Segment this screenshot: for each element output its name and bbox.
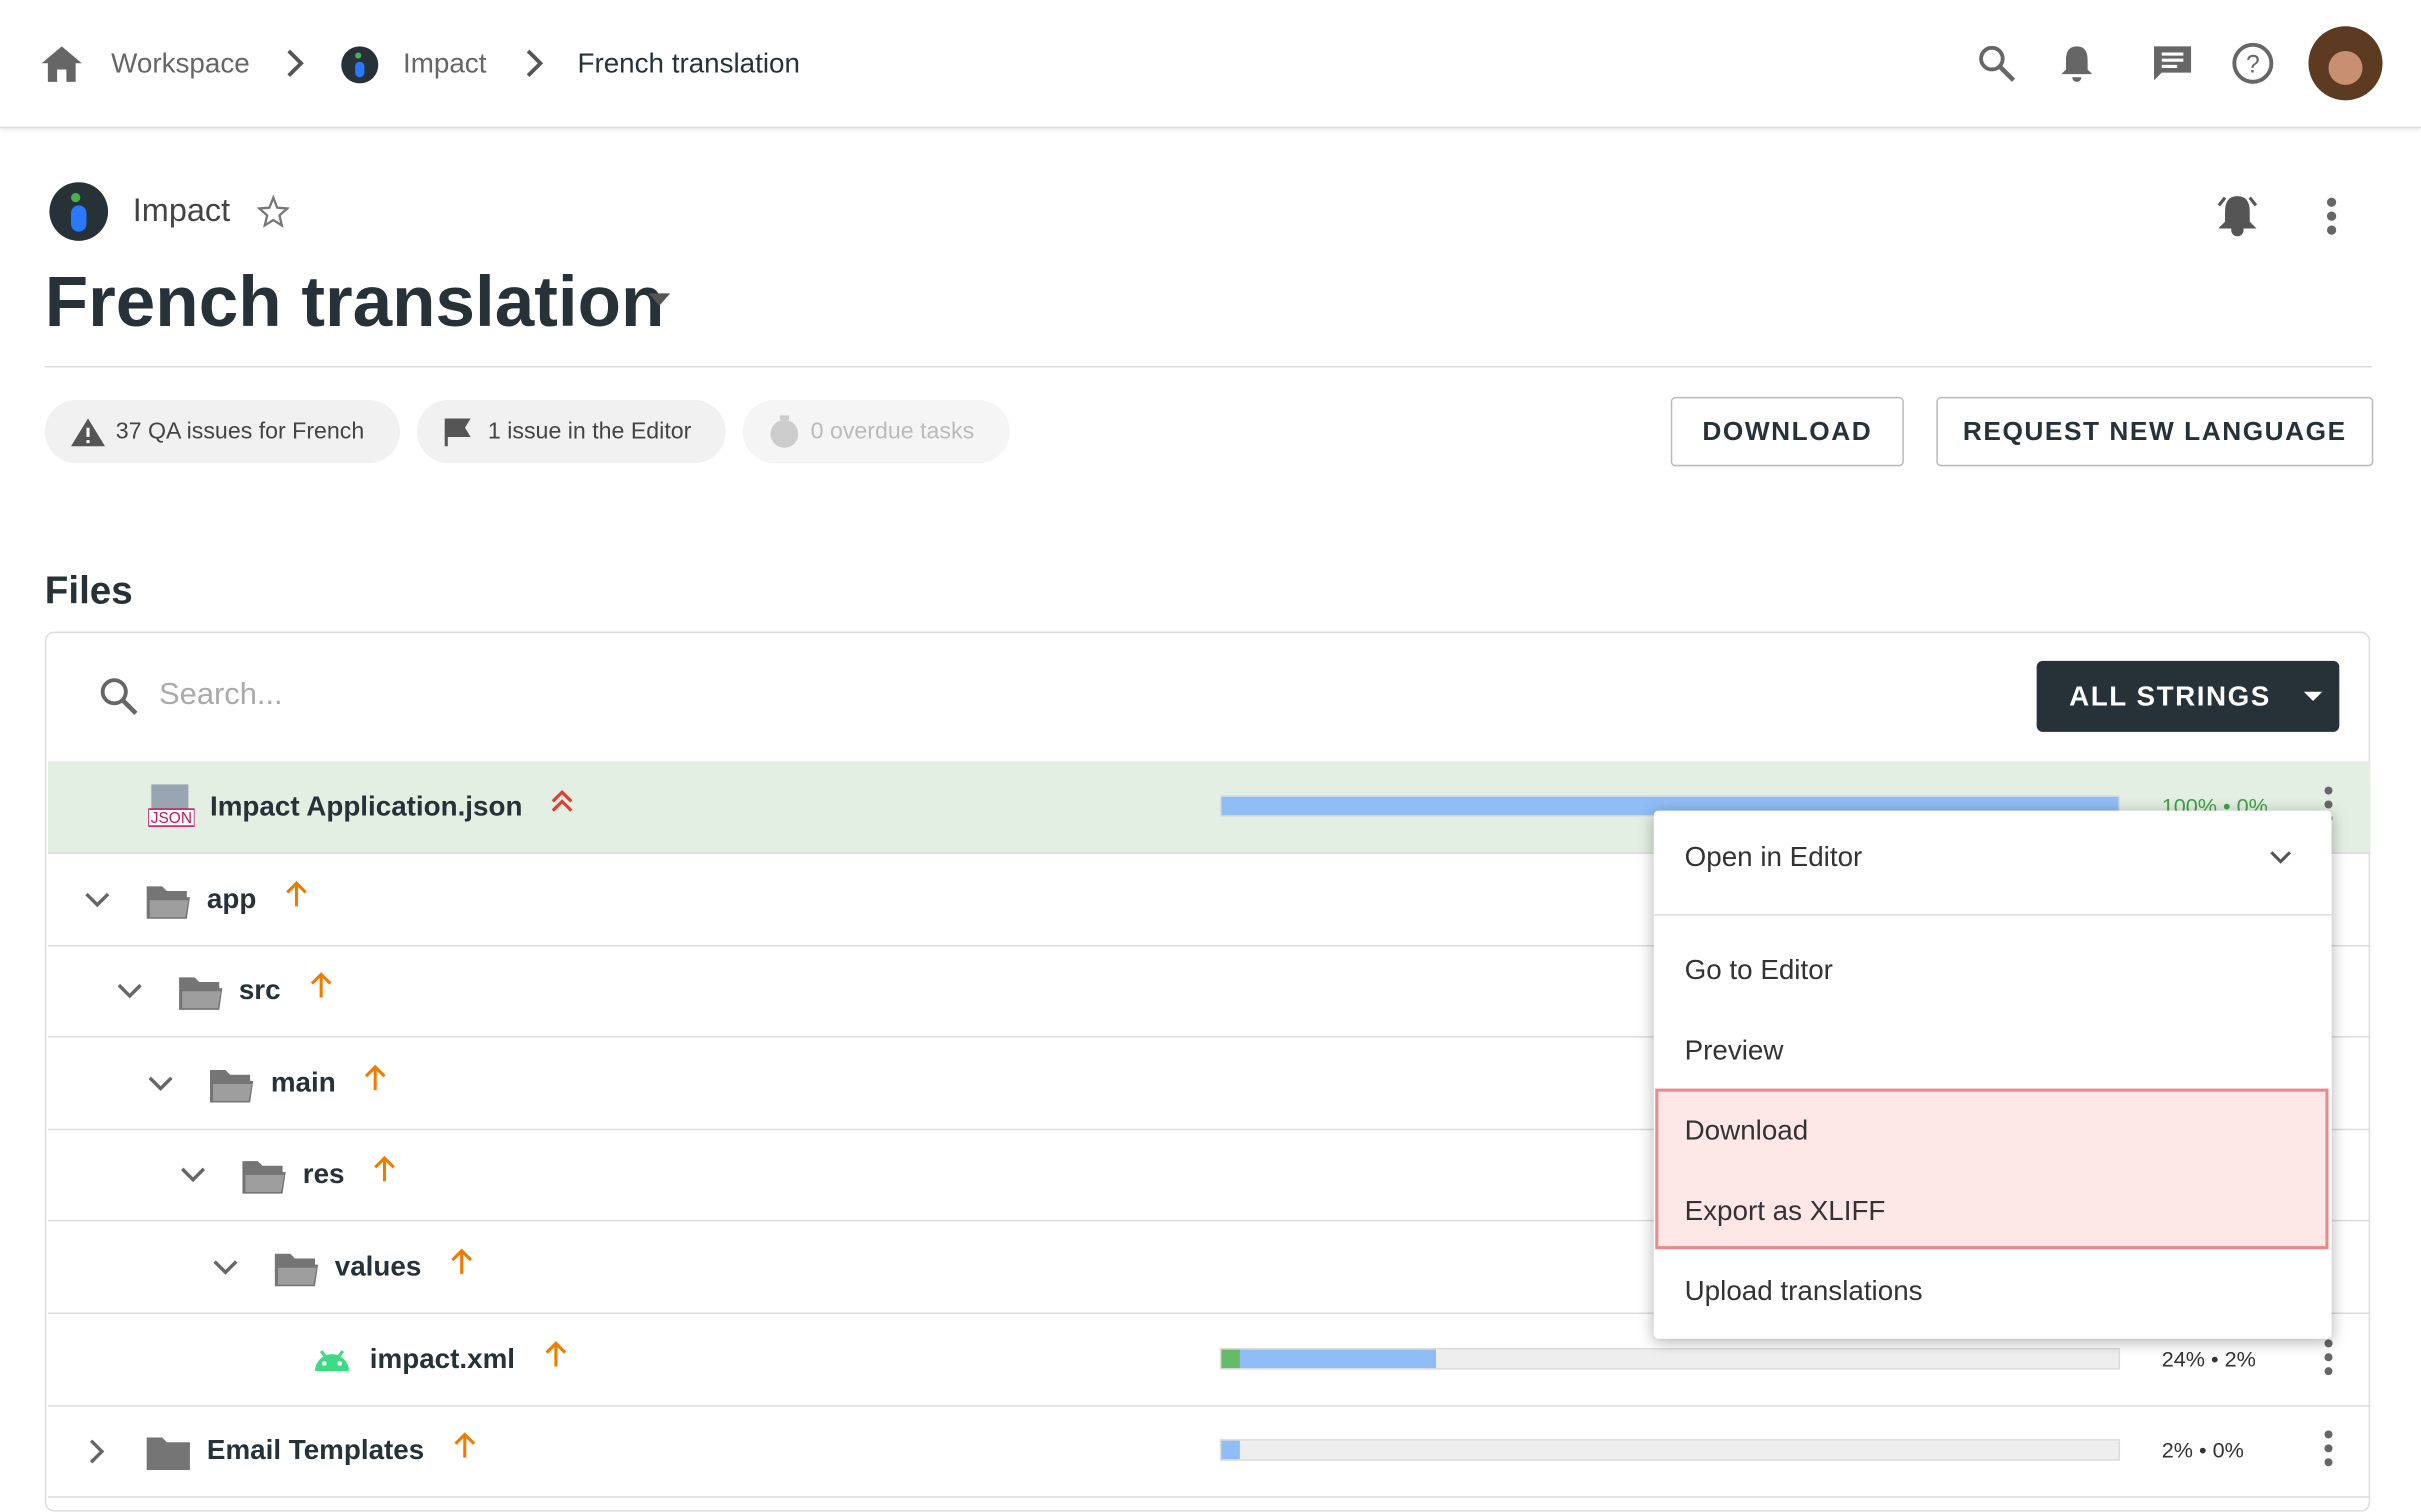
- file-name[interactable]: Impact Application.json: [209, 790, 523, 822]
- alarm-icon[interactable]: [2213, 190, 2262, 239]
- progress-track: [1219, 1347, 2121, 1369]
- avatar[interactable]: [2307, 25, 2384, 102]
- progress-label: 24% • 2%: [2161, 1345, 2256, 1371]
- project-icon: [341, 46, 379, 84]
- chevron-down: [2270, 851, 2291, 864]
- file-icon: [210, 1069, 254, 1103]
- star-icon[interactable]: [256, 194, 290, 229]
- file-row[interactable]: main: [47, 1037, 2371, 1130]
- svg-text:JSON: JSON: [151, 810, 192, 827]
- context-menu: Open in Editor Go to Editor Preview Downlo…: [1653, 810, 2332, 1339]
- file-icon: [274, 1253, 318, 1287]
- breadcrumb[interactable]: French translation: [577, 47, 800, 79]
- priority-icon: [310, 972, 332, 998]
- search-icon[interactable]: [1976, 43, 2016, 83]
- title-dropdown[interactable]: [645, 290, 673, 309]
- collapse-toggle[interactable]: [147, 1070, 175, 1098]
- menu-item[interactable]: Preview: [1684, 1034, 1784, 1066]
- file-icon: [314, 1349, 349, 1371]
- breadcrumb[interactable]: Workspace: [111, 47, 250, 79]
- help-icon[interactable]: ?: [2231, 42, 2274, 85]
- chip-label: 37 QA issues for French: [115, 418, 365, 445]
- translated-bar: [1221, 1440, 1240, 1460]
- file-row[interactable]: Email Templates 2% • 0%: [47, 1405, 2371, 1499]
- chip-label: 1 issue in the Editor: [487, 418, 692, 445]
- file-name[interactable]: main: [270, 1066, 336, 1098]
- expand-toggle[interactable]: [83, 1438, 111, 1466]
- search-input[interactable]: Search...: [159, 677, 283, 712]
- priority-icon: [451, 1248, 473, 1274]
- file-name[interactable]: values: [334, 1250, 422, 1282]
- menu-item[interactable]: Export as XLIFF: [1684, 1195, 1886, 1227]
- chat-icon[interactable]: [2151, 43, 2194, 83]
- file-row[interactable]: values: [47, 1221, 2371, 1315]
- priority-icon: [364, 1064, 386, 1090]
- chevron: [526, 49, 544, 78]
- approved-bar: [1221, 1348, 1240, 1368]
- collapse-toggle[interactable]: [211, 1254, 239, 1282]
- priority-icon: [454, 1432, 476, 1458]
- search-icon: [100, 678, 138, 716]
- issue-chip[interactable]: 1 issue in the Editor: [416, 399, 726, 464]
- top-bar: Workspace Impact French translation ?: [0, 0, 2421, 129]
- row-more[interactable]: [2321, 1338, 2336, 1378]
- download-button[interactable]: DOWNLOAD: [1670, 396, 1904, 467]
- home-icon[interactable]: [40, 43, 83, 83]
- file-name[interactable]: src: [238, 974, 281, 1006]
- svg-text:?: ?: [2246, 52, 2260, 79]
- file-name[interactable]: impact.xml: [369, 1342, 516, 1374]
- menu-item[interactable]: Go to Editor: [1684, 954, 1833, 986]
- collapse-toggle[interactable]: [179, 1162, 207, 1190]
- filter-button[interactable]: ALL STRINGS: [2036, 660, 2340, 732]
- progress-label: 2% • 0%: [2161, 1437, 2244, 1463]
- row-more[interactable]: [2321, 1430, 2336, 1470]
- files-heading: Files: [44, 569, 133, 614]
- divider: [44, 365, 2372, 368]
- filter-label: ALL STRINGS: [2069, 680, 2271, 712]
- menu-item[interactable]: Download: [1684, 1114, 1809, 1146]
- file-icon: [146, 885, 190, 919]
- priority-icon: [286, 880, 307, 906]
- file-row[interactable]: impact.xml 24% • 2%: [47, 1313, 2371, 1407]
- menu-header[interactable]: Open in Editor: [1684, 841, 1863, 873]
- file-row[interactable]: src: [47, 945, 2371, 1038]
- page-title: French translation: [44, 260, 665, 342]
- more-icon[interactable]: [2319, 195, 2344, 238]
- file-icon: [146, 1437, 190, 1471]
- request-language-button[interactable]: REQUEST NEW LANGUAGE: [1936, 396, 2374, 467]
- collapse-toggle[interactable]: [115, 978, 143, 1006]
- tasks-chip[interactable]: 0 overdue tasks: [742, 399, 1010, 464]
- bell-icon[interactable]: [2058, 42, 2095, 85]
- menu-item[interactable]: Upload translations: [1684, 1275, 1923, 1307]
- collapse-toggle[interactable]: [83, 886, 111, 914]
- divider: [1653, 914, 2332, 916]
- file-name[interactable]: Email Templates: [206, 1434, 425, 1466]
- translated-bar: [1221, 1348, 1437, 1368]
- qa-chip[interactable]: 37 QA issues for French: [44, 399, 400, 464]
- priority-icon: [551, 789, 573, 812]
- project-name[interactable]: Impact: [132, 193, 231, 229]
- file-icon: [242, 1161, 286, 1195]
- file-icon: [178, 977, 222, 1011]
- file-name[interactable]: app: [206, 882, 257, 914]
- highlight-box: [1655, 1088, 2329, 1250]
- project-logo: [49, 182, 109, 241]
- file-name[interactable]: res: [302, 1158, 345, 1190]
- progress-track: [1219, 1439, 2121, 1462]
- priority-icon: [545, 1340, 567, 1366]
- file-icon: JSON: [148, 784, 195, 827]
- priority-icon: [374, 1156, 395, 1182]
- chip-label: 0 overdue tasks: [810, 418, 975, 445]
- chevron: [287, 49, 304, 78]
- file-row[interactable]: res: [47, 1129, 2371, 1222]
- breadcrumb[interactable]: Impact: [403, 47, 487, 79]
- file-row[interactable]: app: [47, 853, 2371, 946]
